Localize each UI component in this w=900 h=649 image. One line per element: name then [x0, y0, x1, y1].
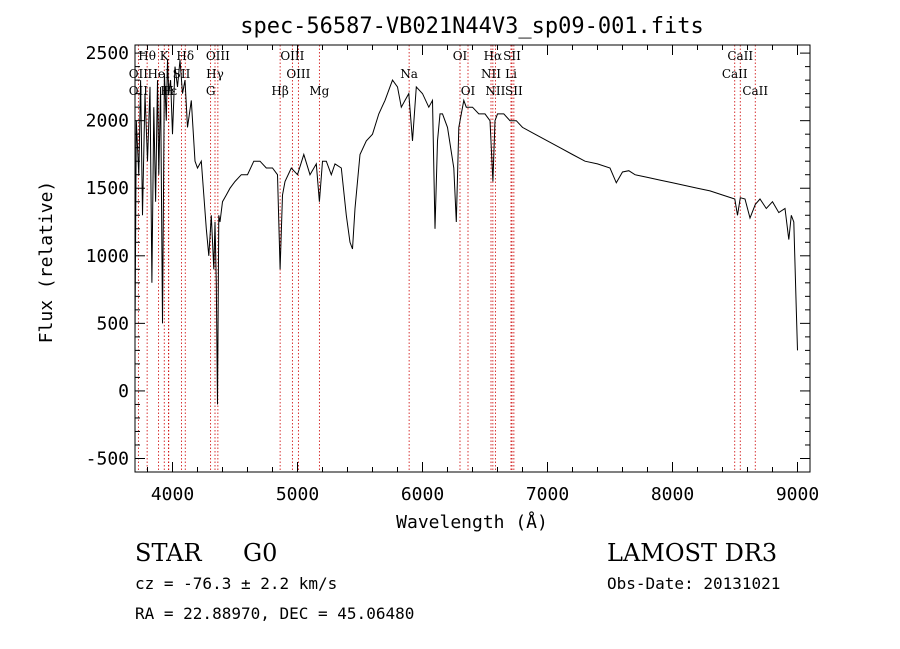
line-label: OIII	[286, 67, 310, 81]
line-label: CaII	[722, 67, 748, 81]
y-tick-label: 2000	[86, 111, 129, 132]
line-label: NII	[485, 84, 505, 98]
line-label: G	[206, 84, 216, 98]
x-tick-label: 5000	[276, 484, 319, 505]
line-label: Na	[400, 67, 418, 81]
line-label: Hα	[484, 49, 503, 63]
line-label: SII	[173, 67, 191, 81]
y-axis-label: Flux (relative)	[36, 181, 57, 344]
survey-label: LAMOST DR3	[607, 539, 778, 567]
subclass-label: G0	[243, 539, 278, 567]
redshift-label: cz = -76.3 ± 2.2 km/s	[135, 574, 338, 593]
classification-label: STAR	[135, 539, 202, 567]
line-label: HeI	[147, 67, 170, 81]
y-tick-label: 500	[96, 313, 129, 334]
x-tick-label: 8000	[651, 484, 694, 505]
x-tick-label: 6000	[401, 484, 444, 505]
line-label: K	[160, 49, 170, 63]
line-label: Hθ	[138, 49, 156, 63]
y-tick-label: 0	[118, 381, 129, 402]
y-tick-label: 1000	[86, 246, 129, 267]
line-label: H	[163, 84, 173, 98]
y-tick-label: 2500	[86, 43, 129, 64]
line-label: Hγ	[206, 67, 224, 81]
line-label: Mg	[309, 84, 329, 98]
x-tick-label: 9000	[776, 484, 819, 505]
chart-title: spec-56587-VB021N44V3_sp09-001.fits	[240, 14, 704, 39]
y-tick-label: -500	[86, 448, 129, 469]
line-label: SII	[505, 84, 523, 98]
y-tick-label: 1500	[86, 178, 129, 199]
line-label: Hβ	[271, 84, 288, 98]
line-label: Hε	[160, 84, 177, 98]
line-label: OIII	[206, 49, 230, 63]
spectral-line-markers	[137, 45, 756, 472]
line-label: OI	[453, 49, 468, 63]
plot-frame	[134, 44, 811, 473]
line-label: Hδ	[176, 49, 194, 63]
line-label: OII	[129, 84, 149, 98]
obs-date-label: Obs-Date: 20131021	[607, 574, 781, 593]
axis-ticks: 4000 5000 6000 7000 8000 9000 -500 0 500 1000 1500…	[86, 43, 820, 505]
line-label: CaII	[727, 49, 753, 63]
spectrum-line	[134, 59, 798, 405]
line-label: Li	[505, 67, 517, 81]
x-tick-label: 7000	[526, 484, 569, 505]
spectrum-series	[134, 59, 798, 405]
line-label: NII	[481, 67, 501, 81]
coordinates-label: RA = 22.88970, DEC = 45.06480	[135, 604, 415, 623]
line-label: OIII	[280, 49, 304, 63]
x-tick-label: 4000	[151, 484, 194, 505]
line-label: OI	[461, 84, 476, 98]
line-label: SII	[503, 49, 521, 63]
x-axis-label: Wavelength (Å)	[396, 511, 548, 533]
line-label: CaII	[742, 84, 768, 98]
line-label: OII	[129, 67, 149, 81]
